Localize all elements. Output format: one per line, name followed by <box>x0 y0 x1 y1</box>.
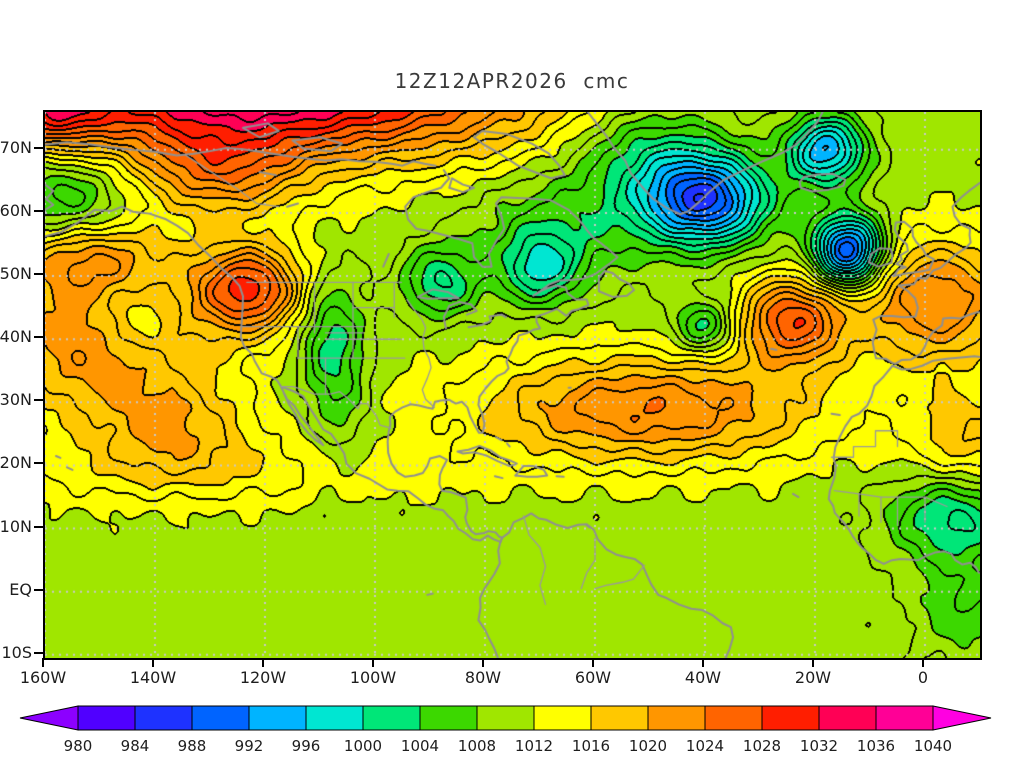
lon-tick <box>702 658 704 667</box>
colorbar-tick-label: 1036 <box>857 737 895 755</box>
colorbar-segment <box>134 705 193 731</box>
lat-tick-label: 30N <box>0 390 32 409</box>
lon-tick-label: 20W <box>794 668 832 687</box>
colorbar-segment <box>305 705 364 731</box>
lon-tick-label: 60W <box>574 668 612 687</box>
colorbar-segment <box>419 705 478 731</box>
colorbar: 980 984 988 992 996 1000 1004 1008 1012 1016 1020 1… <box>19 705 992 755</box>
colorbar-segment <box>647 705 706 731</box>
lon-tick <box>812 658 814 667</box>
lat-tick-label: 10S <box>1 643 32 662</box>
colorbar-tick-label: 1028 <box>743 737 781 755</box>
colorbar-tick-label: 992 <box>235 737 264 755</box>
lat-tick <box>34 210 43 212</box>
lat-tick-label: EQ <box>9 580 32 599</box>
colorbar-tick-label: 984 <box>121 737 150 755</box>
colorbar-segment <box>590 705 649 731</box>
colorbar-segment <box>761 705 820 731</box>
mslp-map <box>43 110 982 660</box>
colorbar-tick-label: 1000 <box>344 737 382 755</box>
lat-tick-label: 20N <box>0 453 32 472</box>
lon-tick <box>482 658 484 667</box>
lat-tick <box>34 652 43 654</box>
lon-tick-label: 80W <box>464 668 502 687</box>
colorbar-right-arrow <box>932 705 992 731</box>
chart-title-init-model: 12Z12APR2026 cmc <box>394 69 630 93</box>
lat-tick <box>34 336 43 338</box>
colorbar-tick-label: 980 <box>64 737 93 755</box>
colorbar-segment <box>248 705 307 731</box>
lon-tick-label: 140W <box>129 668 177 687</box>
lat-tick-label: 60N <box>0 201 32 220</box>
lat-tick <box>34 147 43 149</box>
lon-tick <box>592 658 594 667</box>
colorbar-tick-label: 1008 <box>458 737 496 755</box>
lon-tick-label: 0 <box>917 668 929 687</box>
lat-tick <box>34 462 43 464</box>
lat-tick-label: 70N <box>0 138 32 157</box>
lon-tick <box>262 658 264 667</box>
colorbar-tick-label: 988 <box>178 737 207 755</box>
colorbar-segment <box>533 705 592 731</box>
lat-tick <box>34 526 43 528</box>
colorbar-segment <box>875 705 934 731</box>
colorbar-segment <box>191 705 250 731</box>
colorbar-tick-label: 1020 <box>629 737 667 755</box>
colorbar-segment <box>704 705 763 731</box>
lat-tick-label: 40N <box>0 327 32 346</box>
mslp-map-canvas <box>45 112 980 658</box>
colorbar-segment <box>77 705 136 731</box>
colorbar-segment <box>818 705 877 731</box>
colorbar-tick-label: 1012 <box>515 737 553 755</box>
lon-tick <box>42 658 44 667</box>
colorbar-segment <box>476 705 535 731</box>
lon-tick <box>152 658 154 667</box>
colorbar-tick-label: 1004 <box>401 737 439 755</box>
lat-tick <box>34 399 43 401</box>
lon-tick <box>372 658 374 667</box>
colorbar-tick-label: 1016 <box>572 737 610 755</box>
colorbar-segment <box>362 705 421 731</box>
colorbar-tick-label: 1024 <box>686 737 724 755</box>
lon-tick-label: 40W <box>684 668 722 687</box>
colorbar-tick-label: 1040 <box>914 737 952 755</box>
lat-tick-label: 10N <box>0 517 32 536</box>
lon-tick-label: 100W <box>349 668 397 687</box>
lon-tick-label: 160W <box>19 668 67 687</box>
lat-tick-label: 50N <box>0 264 32 283</box>
lon-tick <box>922 658 924 667</box>
lat-tick <box>34 273 43 275</box>
colorbar-left-arrow <box>19 705 79 731</box>
lat-tick <box>34 589 43 591</box>
lon-tick-label: 120W <box>239 668 287 687</box>
colorbar-tick-label: 1032 <box>800 737 838 755</box>
colorbar-tick-label: 996 <box>292 737 321 755</box>
